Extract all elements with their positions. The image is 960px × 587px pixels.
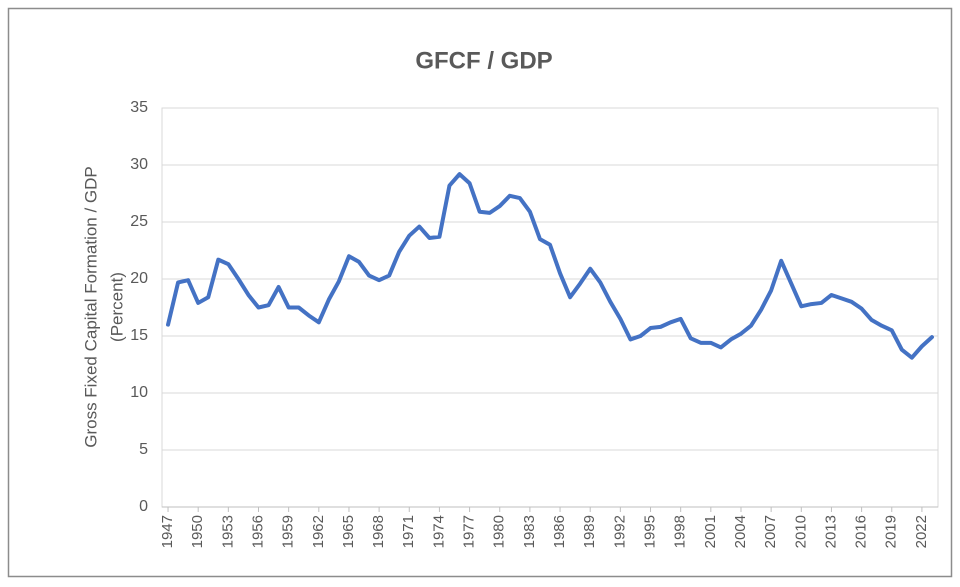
x-tick-label: 2007 (762, 515, 779, 548)
x-tick-label: 1980 (491, 515, 508, 548)
x-tick-label: 2004 (732, 515, 749, 548)
x-tick-label: 1995 (641, 515, 658, 548)
y-axis-label-line: (Percent) (107, 272, 126, 342)
x-tick-label: 1998 (672, 515, 689, 548)
x-tick-label: 1989 (581, 515, 598, 548)
x-tick-label: 1968 (370, 515, 387, 548)
y-tick-label: 25 (130, 213, 148, 230)
x-tick-label: 1965 (340, 515, 357, 548)
x-tick-label: 2016 (853, 515, 870, 548)
x-tick-label: 1947 (159, 515, 176, 548)
y-tick-label: 35 (130, 99, 148, 116)
x-tick-label: 2013 (822, 515, 839, 548)
x-tick-label: 1986 (551, 515, 568, 548)
chart-title: GFCF / GDP (415, 47, 552, 74)
x-tick-label: 2010 (792, 515, 809, 548)
y-tick-label: 30 (130, 156, 148, 173)
y-tick-label: 5 (139, 441, 148, 458)
x-tick-label: 1992 (611, 515, 628, 548)
x-tick-label: 1974 (430, 515, 447, 548)
y-axis-label-line: Gross Fixed Capital Formation / GDP (81, 166, 100, 448)
y-tick-label: 15 (130, 327, 148, 344)
x-tick-label: 2019 (883, 515, 900, 548)
x-tick-label: 2022 (913, 515, 930, 548)
data-line (166, 172, 934, 360)
x-tick-label: 1962 (310, 515, 327, 548)
y-axis-label: Gross Fixed Capital Formation / GDP (Per… (81, 166, 126, 448)
x-tick-label: 1983 (521, 515, 538, 548)
x-tick-label: 1956 (249, 515, 266, 548)
x-tick-label: 1953 (219, 515, 236, 548)
y-tick-label: 20 (130, 270, 148, 287)
x-tick-label: 1977 (461, 515, 478, 548)
y-tick-label: 10 (130, 384, 148, 401)
x-tick-label: 1959 (280, 515, 297, 548)
x-tick-label: 2001 (702, 515, 719, 548)
x-tick-label: 1971 (400, 515, 417, 548)
chart-frame (7, 7, 953, 578)
x-tick-label: 1950 (189, 515, 206, 548)
y-tick-label: 0 (139, 498, 148, 515)
